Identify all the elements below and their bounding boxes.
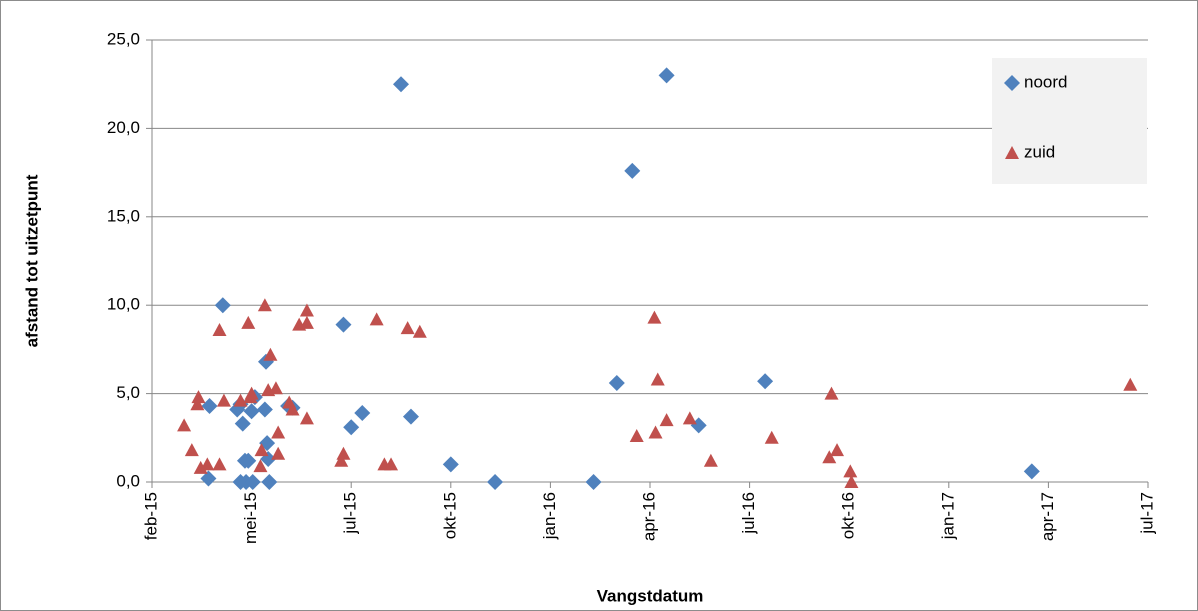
point bbox=[299, 303, 314, 317]
point bbox=[299, 315, 314, 329]
point bbox=[177, 418, 192, 432]
point bbox=[214, 297, 231, 314]
y-axis-title: afstand tot uitzetpunt bbox=[22, 174, 41, 347]
y-tick-label: 5,0 bbox=[116, 383, 140, 402]
point bbox=[233, 393, 248, 407]
point bbox=[299, 411, 314, 425]
y-tick-label: 0,0 bbox=[116, 471, 140, 490]
y-tick-label: 10,0 bbox=[107, 295, 140, 314]
point bbox=[354, 405, 371, 422]
x-tick-label: jan-16 bbox=[540, 492, 559, 540]
point bbox=[442, 456, 459, 473]
point bbox=[487, 474, 504, 490]
legend-label: noord bbox=[1024, 72, 1067, 91]
point bbox=[659, 413, 674, 427]
point bbox=[254, 443, 269, 457]
point bbox=[624, 162, 641, 179]
point bbox=[402, 408, 419, 425]
point bbox=[585, 474, 602, 490]
point bbox=[253, 459, 268, 473]
point bbox=[271, 425, 286, 439]
x-tick-label: jul-15 bbox=[341, 492, 360, 535]
point bbox=[629, 429, 644, 443]
point bbox=[190, 397, 205, 411]
point bbox=[200, 457, 215, 471]
point bbox=[200, 470, 217, 487]
point bbox=[1023, 463, 1040, 480]
point bbox=[268, 381, 283, 395]
point bbox=[234, 415, 251, 432]
x-tick-label: feb-15 bbox=[141, 492, 160, 540]
point bbox=[822, 450, 837, 464]
point bbox=[184, 443, 199, 457]
legend-box bbox=[992, 58, 1147, 184]
point bbox=[285, 402, 300, 416]
point bbox=[650, 372, 665, 386]
point bbox=[271, 446, 286, 460]
point bbox=[682, 411, 697, 425]
x-axis-title: Vangstdatum bbox=[597, 586, 704, 605]
point bbox=[212, 322, 227, 336]
point bbox=[343, 419, 360, 436]
x-tick-label: jul-16 bbox=[739, 492, 758, 535]
point bbox=[241, 315, 256, 329]
x-tick-label: apr-17 bbox=[1038, 492, 1057, 541]
point bbox=[824, 386, 839, 400]
y-tick-label: 20,0 bbox=[107, 118, 140, 137]
point bbox=[257, 298, 272, 312]
x-tick-label: okt-15 bbox=[440, 492, 459, 539]
legend-marker bbox=[1005, 146, 1019, 159]
point bbox=[844, 475, 859, 488]
point bbox=[256, 401, 273, 418]
point bbox=[412, 324, 427, 338]
y-tick-label: 25,0 bbox=[107, 29, 140, 48]
point bbox=[757, 373, 774, 390]
point bbox=[393, 76, 409, 93]
point bbox=[1123, 377, 1138, 391]
point bbox=[191, 390, 206, 404]
point bbox=[648, 425, 663, 439]
point bbox=[843, 464, 858, 478]
x-tick-label: jul-17 bbox=[1137, 492, 1156, 535]
point bbox=[400, 321, 415, 335]
legend-marker bbox=[1004, 75, 1020, 91]
point bbox=[201, 397, 218, 414]
x-tick-label: okt-16 bbox=[839, 492, 858, 539]
point bbox=[263, 347, 278, 361]
point bbox=[369, 312, 384, 326]
point bbox=[243, 403, 260, 420]
point bbox=[608, 374, 625, 391]
y-tick-label: 15,0 bbox=[107, 206, 140, 225]
point bbox=[244, 474, 261, 490]
point bbox=[647, 310, 662, 324]
point bbox=[830, 443, 845, 457]
legend-label: zuid bbox=[1024, 142, 1055, 161]
point bbox=[212, 457, 227, 471]
point bbox=[384, 457, 399, 471]
point bbox=[216, 393, 231, 407]
point bbox=[703, 453, 718, 467]
point bbox=[244, 386, 259, 400]
x-tick-label: jan-17 bbox=[938, 492, 957, 540]
point bbox=[193, 460, 208, 474]
point bbox=[261, 474, 278, 490]
point bbox=[658, 67, 675, 84]
point bbox=[336, 446, 351, 460]
point bbox=[334, 453, 349, 467]
x-tick-label: apr-16 bbox=[639, 492, 658, 541]
x-tick-label: mei-15 bbox=[241, 492, 260, 544]
point bbox=[240, 452, 257, 469]
point bbox=[335, 316, 352, 333]
point bbox=[764, 430, 779, 444]
